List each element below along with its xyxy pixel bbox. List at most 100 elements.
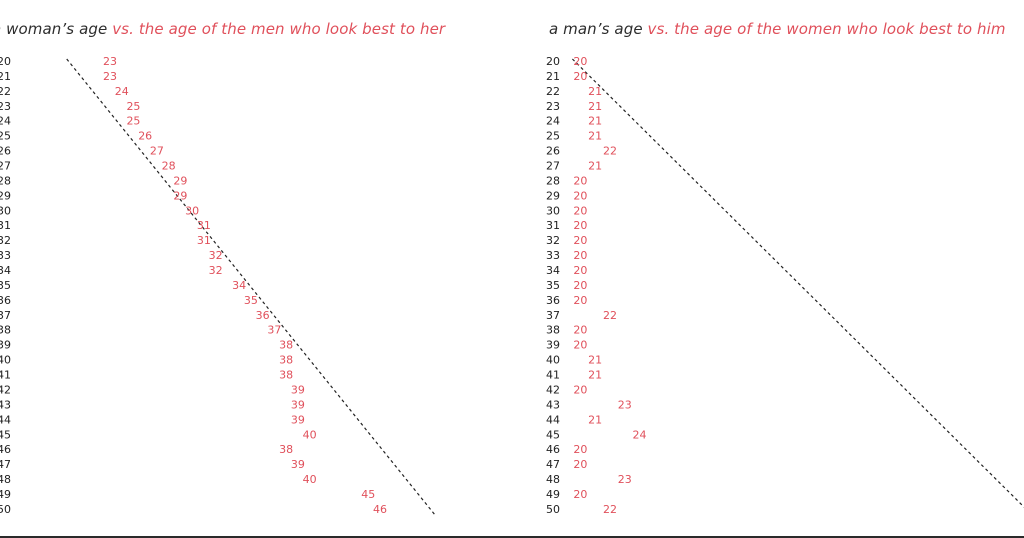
man-preferred-age-value: 21: [588, 85, 602, 98]
man-age-label: 28: [546, 174, 560, 187]
man-preferred-age-value: 20: [573, 249, 587, 262]
woman-preferred-age-value: 25: [126, 100, 140, 113]
woman-age-label: 38: [0, 324, 11, 337]
man-preferred-age-value: 20: [573, 294, 587, 307]
woman-preferred-age-value: 37: [267, 324, 281, 337]
woman-age-label: 31: [0, 219, 11, 232]
man-preferred-age-value: 21: [588, 354, 602, 367]
woman-age-label: 24: [0, 115, 11, 128]
woman-age-panel: a woman’s age vs. the age of the men who…: [0, 20, 445, 516]
woman-title-suffix: vs. the age of the men who look best to …: [112, 20, 446, 38]
woman-chart-title: a woman’s age vs. the age of the men who…: [0, 20, 445, 38]
woman-age-label: 47: [0, 458, 11, 471]
woman-age-label: 33: [0, 249, 11, 262]
woman-preferred-age-value: 31: [197, 234, 211, 247]
man-preferred-age-value: 21: [588, 413, 602, 426]
woman-age-label: 42: [0, 383, 11, 396]
man-preferred-age-value: 20: [573, 279, 587, 292]
woman-preferred-age-value: 32: [209, 249, 223, 262]
man-age-label: 46: [546, 443, 560, 456]
woman-age-label: 29: [0, 189, 11, 202]
woman-preferred-age-value: 38: [279, 443, 293, 456]
woman-age-label: 45: [0, 428, 11, 441]
man-preferred-age-value: 21: [588, 369, 602, 382]
man-age-label: 22: [546, 85, 560, 98]
man-age-label: 35: [546, 279, 560, 292]
man-preferred-age-value: 20: [573, 339, 587, 352]
man-age-label: 38: [546, 324, 560, 337]
man-title-prefix: a man’s age: [549, 20, 643, 38]
man-age-label: 48: [546, 473, 560, 486]
man-age-label: 41: [546, 369, 560, 382]
woman-age-label: 49: [0, 488, 11, 501]
man-age-label: 39: [546, 339, 560, 352]
woman-age-label: 25: [0, 130, 11, 143]
man-age-label: 20: [546, 55, 560, 68]
woman-preferred-age-value: 23: [103, 55, 117, 68]
woman-age-label: 39: [0, 339, 11, 352]
man-age-label: 43: [546, 398, 560, 411]
woman-preferred-age-value: 32: [209, 264, 223, 277]
man-preferred-age-value: 21: [588, 100, 602, 113]
man-preferred-age-value: 20: [573, 488, 587, 501]
woman-age-label: 48: [0, 473, 11, 486]
woman-age-label: 44: [0, 413, 11, 426]
woman-preferred-age-value: 39: [291, 398, 305, 411]
woman-preferred-age-value: 39: [291, 413, 305, 426]
woman-preferred-age-value: 27: [150, 145, 164, 158]
woman-preferred-age-value: 34: [232, 279, 246, 292]
man-title-suffix: vs. the age of the women who look best t…: [647, 20, 1006, 38]
woman-age-label: 35: [0, 279, 11, 292]
woman-preferred-age-value: 40: [303, 473, 317, 486]
woman-preferred-age-value: 45: [361, 488, 375, 501]
man-preferred-age-value: 20: [573, 443, 587, 456]
man-preferred-age-value: 21: [588, 160, 602, 173]
man-age-label: 27: [546, 160, 560, 173]
man-preferred-age-value: 24: [633, 428, 647, 441]
woman-preferred-age-value: 38: [279, 339, 293, 352]
woman-preferred-age-value: 46: [373, 503, 387, 516]
woman-title-prefix: a woman’s age: [0, 20, 108, 38]
man-preferred-age-value: 23: [618, 398, 632, 411]
woman-preferred-age-value: 39: [291, 458, 305, 471]
man-preferred-age-value: 20: [573, 55, 587, 68]
man-age-label: 40: [546, 354, 560, 367]
man-age-label: 21: [546, 70, 560, 83]
man-age-label: 44: [546, 413, 560, 426]
man-age-label: 36: [546, 294, 560, 307]
woman-preferred-age-value: 35: [244, 294, 258, 307]
man-age-label: 33: [546, 249, 560, 262]
woman-age-label: 40: [0, 354, 11, 367]
woman-preferred-age-value: 38: [279, 369, 293, 382]
man-chart-title: a man’s age vs. the age of the women who…: [549, 20, 1006, 38]
man-preferred-age-value: 20: [573, 70, 587, 83]
woman-age-label: 23: [0, 100, 11, 113]
man-age-label: 49: [546, 488, 560, 501]
woman-age-label: 20: [0, 55, 11, 68]
man-preferred-age-value: 20: [573, 324, 587, 337]
man-preferred-age-value: 22: [603, 145, 617, 158]
man-preferred-age-value: 21: [588, 115, 602, 128]
woman-age-label: 46: [0, 443, 11, 456]
woman-preferred-age-value: 39: [291, 383, 305, 396]
woman-preferred-age-value: 28: [162, 160, 176, 173]
woman-age-label: 22: [0, 85, 11, 98]
woman-preferred-age-value: 29: [173, 189, 187, 202]
man-preferred-age-value: 20: [573, 219, 587, 232]
man-age-panel: a man’s age vs. the age of the women who…: [512, 0, 1024, 538]
woman-preferred-age-value: 29: [173, 174, 187, 187]
woman-preferred-age-value: 25: [126, 115, 140, 128]
man-age-label: 32: [546, 234, 560, 247]
man-preferred-age-value: 20: [573, 234, 587, 247]
woman-preferred-age-value: 24: [115, 85, 129, 98]
man-preferred-age-value: 20: [573, 264, 587, 277]
woman-preferred-age-value: 36: [256, 309, 270, 322]
woman-age-label: 28: [0, 174, 11, 187]
woman-age-label: 41: [0, 369, 11, 382]
woman-age-label: 27: [0, 160, 11, 173]
woman-preferred-age-value: 26: [138, 130, 152, 143]
woman-preferred-age-value: 31: [197, 219, 211, 232]
woman-preferred-age-value: 38: [279, 354, 293, 367]
